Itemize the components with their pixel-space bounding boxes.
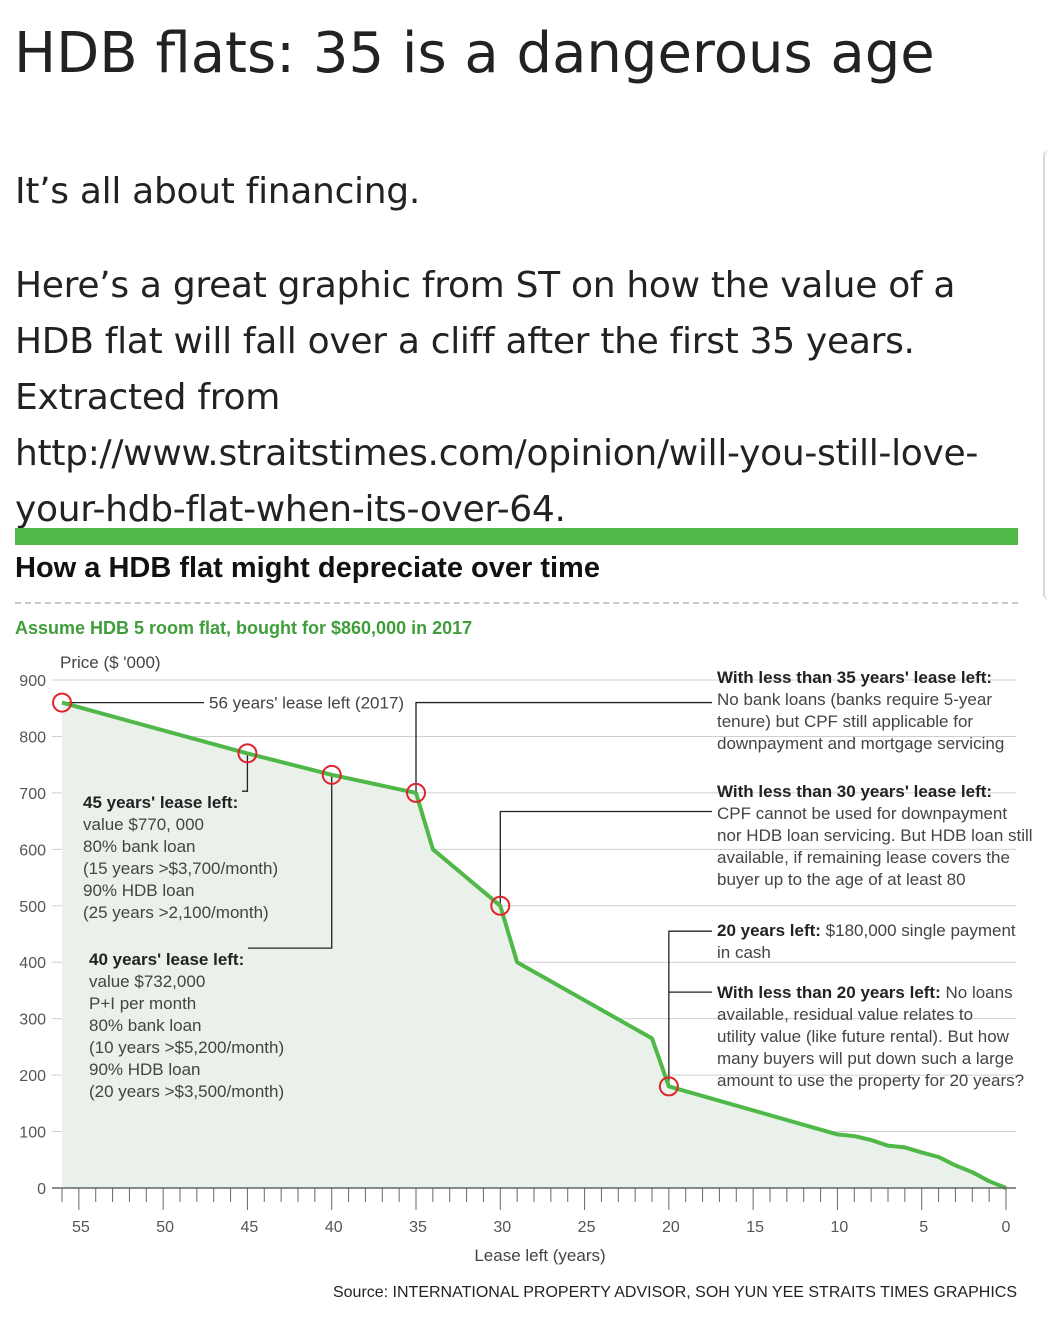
highlight-markers bbox=[52, 692, 679, 1097]
x-tick-label: 10 bbox=[831, 1219, 849, 1236]
note-40-line: 90% HDB loan bbox=[89, 1060, 201, 1079]
leader-line bbox=[499, 810, 712, 906]
note-35-line: No bank loans (banks require 5-year bbox=[717, 690, 992, 709]
y-tick-label: 0 bbox=[37, 1181, 46, 1198]
y-tick-label: 800 bbox=[19, 729, 46, 746]
label-backing bbox=[204, 691, 392, 714]
intro-paragraph: It’s all about financing. bbox=[15, 171, 420, 212]
leader-line bbox=[240, 753, 249, 792]
x-tick-label: 5 bbox=[919, 1219, 928, 1236]
note-45-line: (25 years >2,100/month) bbox=[83, 903, 269, 922]
note-lt20-line: available, residual value relates to bbox=[717, 1005, 973, 1024]
note-35-title: With less than 35 years' lease left: bbox=[717, 668, 992, 687]
x-tick-label: 45 bbox=[241, 1219, 259, 1236]
note-30-line: CPF cannot be used for downpayment bbox=[717, 804, 1007, 823]
y-tick-label: 700 bbox=[19, 786, 46, 803]
note-45-line: 80% bank loan bbox=[83, 837, 195, 856]
x-tick-label: 50 bbox=[156, 1219, 174, 1236]
note-40-title: 40 years' lease left: bbox=[89, 950, 244, 969]
note-45-line: 90% HDB loan bbox=[83, 881, 195, 900]
graphic-accent-bar bbox=[15, 528, 1018, 545]
x-tick-label: 0 bbox=[1002, 1219, 1011, 1236]
note-40-line: (20 years >$3,500/month) bbox=[89, 1082, 284, 1101]
highlight-marker bbox=[52, 692, 72, 713]
highlight-marker bbox=[321, 764, 342, 785]
highlight-marker bbox=[406, 782, 426, 803]
note-lt20-line: amount to use the property for 20 years? bbox=[717, 1071, 1024, 1090]
y-tick-label: 900 bbox=[19, 673, 46, 690]
note-35-line: tenure) but CPF still applicable for bbox=[717, 712, 973, 731]
annotations: 56 years' lease left (2017) 45 years' lea… bbox=[80, 668, 1033, 1104]
label-backing bbox=[80, 788, 242, 926]
leader-line bbox=[415, 701, 712, 793]
y-tick-label: 500 bbox=[19, 899, 46, 916]
note-40-line: (10 years >$5,200/month) bbox=[89, 1038, 284, 1057]
x-tick-label: 55 bbox=[72, 1219, 90, 1236]
highlight-marker bbox=[658, 1076, 679, 1097]
note-40-line: P+I per month bbox=[89, 994, 196, 1013]
highlight-marker bbox=[490, 895, 511, 916]
x-tick-label: 30 bbox=[493, 1219, 511, 1236]
body-paragraph: Here’s a great graphic from ST on how th… bbox=[15, 265, 979, 530]
note-20-title: 20 years left: $180,000 single payment bbox=[717, 921, 1016, 940]
note-20-line: in cash bbox=[717, 943, 771, 962]
leader-line bbox=[248, 774, 333, 949]
note-35-line: downpayment and mortgage servicing bbox=[717, 734, 1004, 753]
source-credit: Source: INTERNATIONAL PROPERTY ADVISOR, … bbox=[332, 1284, 1017, 1301]
note-30-title: With less than 30 years' lease left: bbox=[717, 782, 992, 801]
y-axis-label: Price ($ '000) bbox=[60, 653, 161, 672]
note-lt20-line: utility value (like future rental). But … bbox=[717, 1027, 1010, 1046]
dashed-divider bbox=[15, 602, 1018, 604]
area-fill bbox=[62, 702, 1006, 1188]
lease-2017-label: 56 years' lease left (2017) bbox=[209, 694, 404, 713]
leader-lines bbox=[62, 701, 712, 1087]
y-tick-label: 400 bbox=[19, 955, 46, 972]
label-backing bbox=[86, 946, 244, 1104]
y-tick-label: 200 bbox=[19, 1068, 46, 1085]
graphic-title: How a HDB flat might depreciate over tim… bbox=[15, 552, 600, 584]
note-30-line: buyer up to the age of at least 80 bbox=[717, 870, 966, 889]
highlight-marker bbox=[237, 743, 258, 764]
scroll-indicator[interactable] bbox=[1043, 150, 1051, 600]
note-lt20-title: With less than 20 years left: No loans bbox=[717, 983, 1013, 1002]
note-40-line: 80% bank loan bbox=[89, 1016, 201, 1035]
note-30-line: nor HDB loan servicing. But HDB loan sti… bbox=[717, 826, 1033, 845]
x-tick-label: 40 bbox=[325, 1219, 343, 1236]
x-tick-label: 15 bbox=[746, 1219, 764, 1236]
y-tick-label: 100 bbox=[19, 1125, 46, 1142]
headline: HDB flats: 35 is a dangerous age bbox=[14, 21, 935, 86]
x-tick-label: 20 bbox=[662, 1219, 680, 1236]
x-tick-label: 25 bbox=[578, 1219, 596, 1236]
y-tick-label: 600 bbox=[19, 842, 46, 859]
note-45-line: (15 years >$3,700/month) bbox=[83, 859, 278, 878]
note-40-line: value $732,000 bbox=[89, 972, 205, 991]
note-45-title: 45 years' lease left: bbox=[83, 793, 238, 812]
note-45-line: value $770, 000 bbox=[83, 815, 204, 834]
note-30-line: available, if remaining lease covers the bbox=[717, 848, 1010, 867]
note-lt20-line: many buyers will put down such a large bbox=[717, 1049, 1014, 1068]
y-tick-label: 300 bbox=[19, 1012, 46, 1029]
x-axis-label: Lease left (years) bbox=[474, 1246, 605, 1265]
leader-line bbox=[668, 930, 712, 1087]
graphic-subtitle: Assume HDB 5 room flat, bought for $860,… bbox=[15, 618, 473, 638]
x-tick-label: 35 bbox=[409, 1219, 427, 1236]
